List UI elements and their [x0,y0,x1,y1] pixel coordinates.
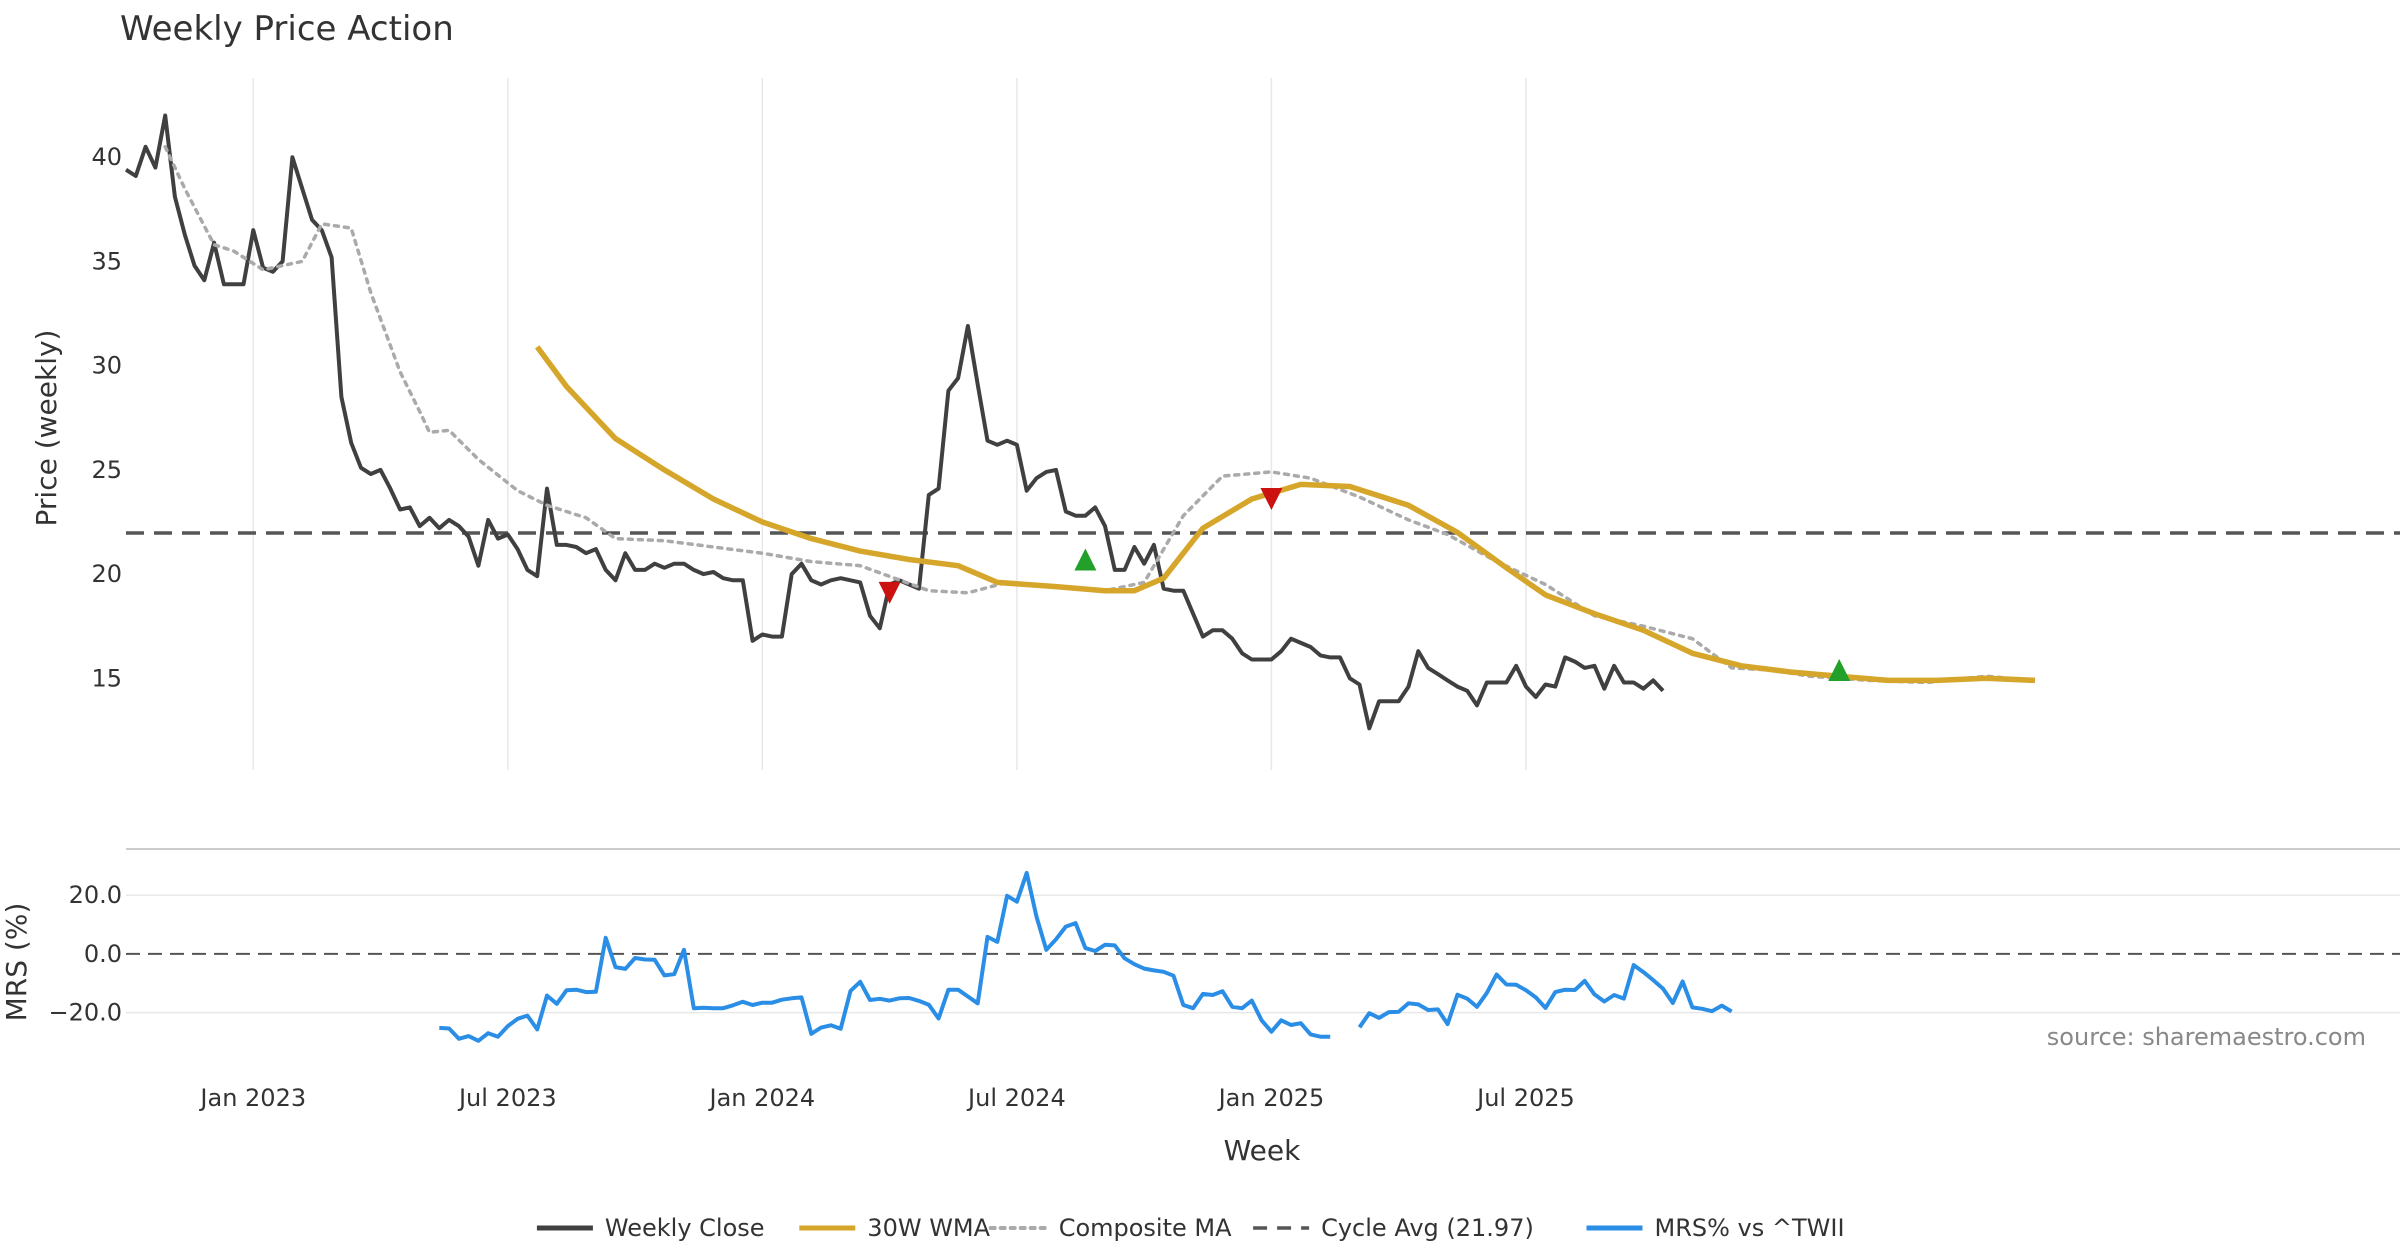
sell-signal-marker [1260,488,1283,511]
sell-signal-marker [878,581,901,604]
mrs-gridlines [126,894,2400,1014]
legend-item: Composite MA [988,1214,1232,1242]
legend-item: 30W WMA [799,1214,991,1242]
mrs-y-tick-label: 20.0 [69,881,122,909]
legend: Weekly Close 30W WMA Composite MA Cycle Avg… [536,1214,1845,1242]
legend-label: Cycle Avg (21.97) [1321,1214,1534,1242]
legend-label: Weekly Close [605,1214,765,1242]
mrs-y-tick-label: 0.0 [84,940,122,968]
price-y-tick-label: 25 [91,456,122,484]
price-gridlines [252,78,1527,770]
buy-signal-marker [1828,658,1851,681]
legend-label: Composite MA [1059,1214,1232,1242]
mrs-y-tick-label: −20.0 [48,999,122,1027]
mrs-series [439,870,1733,1043]
price-y-tick-label: 35 [91,247,122,275]
composite-ma-line [163,145,2037,685]
buy-signal-marker [1074,548,1097,571]
x-tick-label: Jul 2024 [966,1084,1066,1112]
wma-30w-line [534,345,2036,684]
x-tick-label: Jul 2025 [1475,1084,1575,1112]
price-y-axis-label: Price (weekly) [30,330,63,527]
legend-label: MRS% vs ^TWII [1655,1214,1845,1242]
price-y-tick-label: 30 [91,352,122,380]
mrs-line [1357,963,1733,1029]
chart-title: Weekly Price Action [120,9,454,49]
x-tick-label: Jan 2024 [707,1084,815,1112]
source-note: source: sharemaestro.com [2047,1023,2366,1051]
x-tick-label: Jul 2023 [457,1084,557,1112]
x-axis-label: Week [1224,1134,1301,1167]
legend-item: Cycle Avg (21.97) [1253,1214,1534,1242]
legend-item: MRS% vs ^TWII [1586,1214,1845,1242]
legend-item: Weekly Close [536,1214,765,1242]
price-y-tick-label: 20 [91,560,122,588]
weekly-close-line [124,113,1665,731]
mrs-line [439,870,1331,1043]
price-series [124,113,2400,731]
x-tick-label: Jan 2025 [1217,1084,1325,1112]
mrs-y-axis-label: MRS (%) [0,903,33,1022]
price-y-ticks: 15 20 25 30 35 40 [91,143,122,692]
legend-label: 30W WMA [867,1214,990,1242]
price-y-tick-label: 40 [91,143,122,171]
price-y-tick-label: 15 [91,664,122,692]
mrs-y-ticks: 20.0 0.0 −20.0 [48,881,122,1026]
x-tick-label: Jan 2023 [198,1084,306,1112]
x-ticks: Jan 2023 Jul 2023 Jan 2024 Jul 2024 Jan 2025… [198,1084,1574,1112]
